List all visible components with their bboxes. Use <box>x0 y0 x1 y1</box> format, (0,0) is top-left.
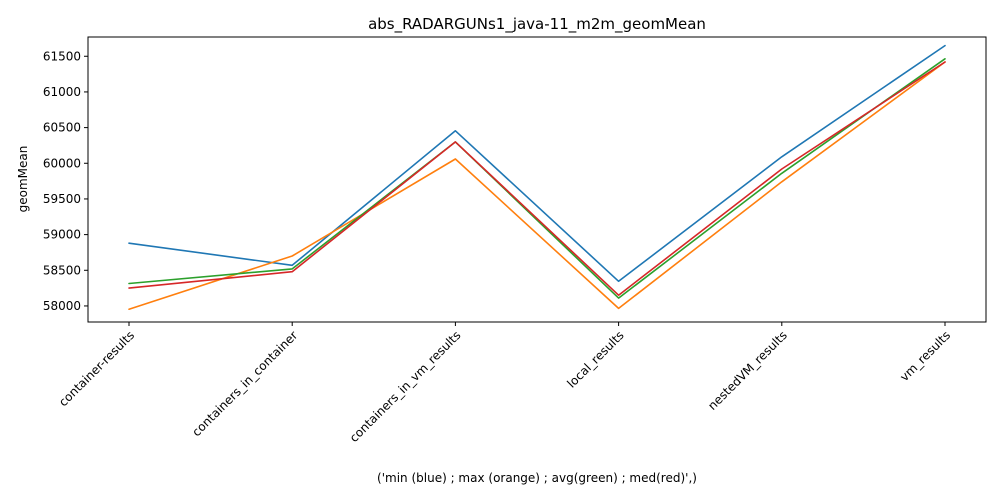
y-tick-label: 58500 <box>43 263 81 277</box>
x-tick-label: vm_results <box>897 328 953 384</box>
y-axis-label: geomMean <box>16 146 30 213</box>
x-tick-label: local_results <box>564 328 626 390</box>
series-line-1 <box>128 61 946 311</box>
y-tick-label: 61500 <box>43 49 81 63</box>
series-line-3 <box>128 61 946 297</box>
y-tick-label: 60500 <box>43 121 81 135</box>
y-tick-label: 58000 <box>43 299 81 313</box>
x-tick-label: container-results <box>56 328 137 409</box>
x-tick-label: containers_in_container <box>189 328 300 439</box>
y-tick-label: 59500 <box>43 192 81 206</box>
y-tick-label: 61000 <box>43 85 81 99</box>
chart-title: abs_RADARGUNs1_java-11_m2m_geomMean <box>368 15 706 34</box>
series-line-0 <box>128 44 946 283</box>
x-tick-label: containers_in_vm_results <box>347 328 464 445</box>
y-tick-label: 60000 <box>43 156 81 170</box>
x-axis-label: ('min (blue) ; max (orange) ; avg(green)… <box>377 471 697 485</box>
y-tick-label: 59000 <box>43 228 81 242</box>
plot-area: 58000 58500 59000 59500 60000 60500 61000 61500… <box>43 36 987 445</box>
plot-frame <box>87 36 987 323</box>
series-line-2 <box>128 57 946 299</box>
x-tick-label: nestedVM_results <box>705 328 790 413</box>
